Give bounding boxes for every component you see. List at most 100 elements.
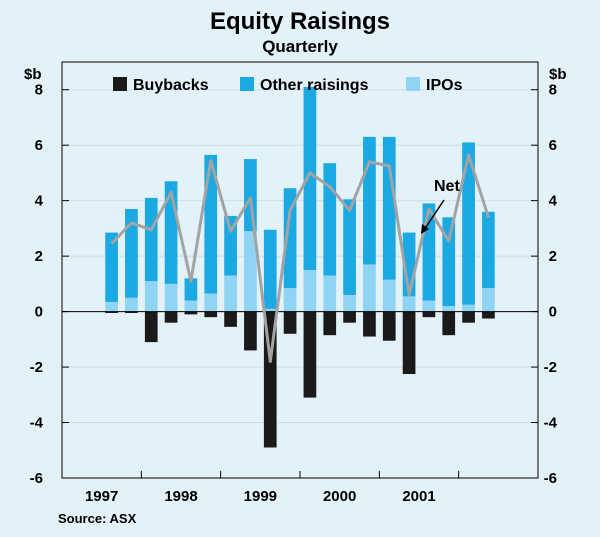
ipos-bar xyxy=(482,288,495,312)
other-raisings-bar xyxy=(363,136,376,265)
x-label-year: 1999 xyxy=(244,488,277,505)
net-line xyxy=(110,153,490,363)
other-raisings-bar xyxy=(343,199,356,295)
ipos-bar xyxy=(323,275,337,312)
legend-swatch xyxy=(240,77,254,91)
y-axis-right-labels: -6 -4 -2 0 2 4 6 8 xyxy=(544,82,558,487)
ipos-bar xyxy=(263,308,277,312)
other-raisings-bar xyxy=(462,142,475,305)
ipos-bar xyxy=(105,301,118,312)
other-raisings-bar xyxy=(442,217,456,307)
other-raisings-bar xyxy=(244,159,257,232)
net-annotation-label: Net xyxy=(434,178,460,195)
buybacks-bar xyxy=(382,311,396,341)
net-annotation: Net xyxy=(421,178,460,234)
other-raisings-bar xyxy=(224,215,237,276)
y-label-left: 6 xyxy=(35,137,43,154)
other-raisings-bar xyxy=(303,86,317,271)
ipos-bar xyxy=(442,306,456,312)
net-annotation-arrow xyxy=(423,199,445,231)
y-label-right: 2 xyxy=(549,248,557,265)
y-label-right: -4 xyxy=(544,415,558,432)
x-label-year: 1998 xyxy=(164,488,197,505)
y-label-left: 4 xyxy=(35,193,44,210)
y-label-left: 2 xyxy=(35,248,43,265)
chart-title: Equity Raisings xyxy=(210,8,390,35)
buybacks-bar xyxy=(184,311,198,315)
ipos-bar xyxy=(382,279,396,312)
other-raisings-bar xyxy=(283,188,297,289)
y-label-left: -4 xyxy=(30,415,44,432)
ipos-bar xyxy=(402,296,416,312)
buybacks-bar xyxy=(303,311,317,398)
ipos-bar xyxy=(303,270,317,312)
axis-ticks xyxy=(62,89,538,479)
buybacks-bar xyxy=(482,311,495,319)
buybacks-bar xyxy=(125,311,138,313)
y-label-left: 8 xyxy=(35,82,43,99)
legend: Buybacks Other raisings IPOs xyxy=(113,77,463,94)
buybacks-bar xyxy=(283,311,297,334)
buybacks-bar xyxy=(343,311,356,323)
x-axis-year-labels: 1997 1998 1999 2000 2001 xyxy=(85,488,436,505)
y-label-left: -2 xyxy=(30,359,43,376)
ipos-bar xyxy=(204,293,218,312)
x-label-year: 2000 xyxy=(323,488,356,505)
other-raisings-bar xyxy=(204,154,218,294)
y-unit-right: $b xyxy=(549,66,567,83)
ipos-bar xyxy=(343,294,356,312)
buybacks-bar xyxy=(204,311,218,318)
buybacks-bar xyxy=(363,311,376,337)
buybacks-bar xyxy=(224,311,237,327)
y-label-right: 4 xyxy=(549,193,558,210)
net-annotation-arrowhead xyxy=(421,224,429,234)
buybacks-bar xyxy=(244,311,257,351)
y-label-left: 0 xyxy=(35,304,43,321)
x-label-year: 1997 xyxy=(85,488,118,505)
ipos-bar xyxy=(125,297,138,312)
x-label-year: 2001 xyxy=(402,488,435,505)
ipos-bar xyxy=(283,288,297,312)
buybacks-bar xyxy=(422,311,436,318)
buybacks-bar xyxy=(164,311,178,323)
ipos-bar xyxy=(224,275,237,312)
other-raisings-bar xyxy=(144,197,158,282)
ipos-bar xyxy=(244,231,257,312)
chart-subtitle: Quarterly xyxy=(262,37,338,56)
other-raisings-bar xyxy=(105,232,118,302)
source-note: Source: ASX xyxy=(58,511,137,526)
y-label-left: -6 xyxy=(30,470,43,487)
ipos-bar xyxy=(164,283,178,312)
buybacks-bar xyxy=(442,311,456,336)
legend-swatch xyxy=(113,77,127,91)
other-raisings-bar xyxy=(482,211,495,289)
legend-label: Other raisings xyxy=(260,77,369,94)
y-label-right: 0 xyxy=(549,304,557,321)
ipos-bar xyxy=(144,281,158,312)
plot-area xyxy=(61,61,539,479)
other-raisings-bar xyxy=(263,229,277,309)
y-label-right: -2 xyxy=(544,359,557,376)
y-label-right: 6 xyxy=(549,137,557,154)
y-label-right: 8 xyxy=(549,82,557,99)
other-raisings-bar xyxy=(184,278,198,301)
gridlines xyxy=(62,89,538,424)
buybacks-bar xyxy=(105,311,118,313)
ipos-bar xyxy=(422,300,436,312)
legend-swatch xyxy=(406,77,420,91)
legend-label: Buybacks xyxy=(133,77,209,94)
other-raisings-bar xyxy=(125,208,138,298)
ipos-bar xyxy=(462,304,475,312)
y-unit-left: $b xyxy=(24,66,42,83)
buybacks-bar xyxy=(462,311,475,323)
other-raisings-bar xyxy=(323,163,337,276)
buybacks-bar xyxy=(323,311,337,336)
buybacks-bar xyxy=(402,311,416,374)
y-axis-left-labels: -6 -4 -2 0 2 4 6 8 xyxy=(30,82,44,487)
ipos-bar xyxy=(184,300,198,312)
buybacks-bar xyxy=(144,311,158,343)
other-raisings-bar xyxy=(382,136,396,280)
bars xyxy=(105,86,495,448)
legend-label: IPOs xyxy=(426,77,463,94)
ipos-bar xyxy=(363,264,376,312)
